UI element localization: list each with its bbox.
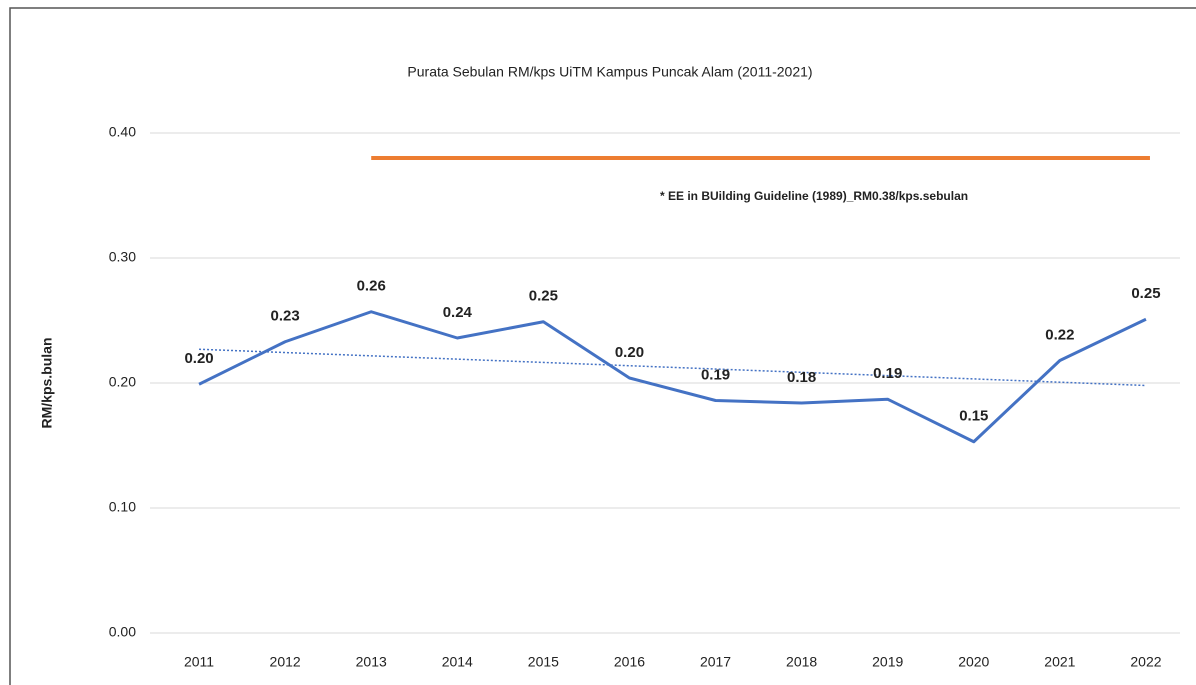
data-label: 0.18 <box>787 369 816 386</box>
x-tick-label: 2013 <box>356 654 387 670</box>
y-tick-label: 0.30 <box>109 249 136 265</box>
x-tick-label: 2018 <box>786 654 817 670</box>
x-tick-label: 2021 <box>1044 654 1075 670</box>
y-axis-label: RM/kps.bulan <box>39 337 55 428</box>
y-tick-label: 0.20 <box>109 374 136 390</box>
y-tick-label: 0.40 <box>109 124 136 140</box>
data-label: 0.26 <box>357 278 386 295</box>
data-label: 0.15 <box>959 408 988 425</box>
data-label: 0.19 <box>873 365 902 382</box>
x-tick-label: 2012 <box>270 654 301 670</box>
x-tick-label: 2014 <box>442 654 473 670</box>
data-label: 0.20 <box>615 344 644 361</box>
x-tick-label: 2016 <box>614 654 645 670</box>
chart-title: Purata Sebulan RM/kps UiTM Kampus Puncak… <box>407 64 812 80</box>
reference-label: * EE in BUilding Guideline (1989)_RM0.38… <box>660 189 968 203</box>
y-tick-label: 0.00 <box>109 624 136 640</box>
trendline <box>199 348 1146 387</box>
data-label: 0.23 <box>271 308 300 325</box>
x-tick-label: 2019 <box>872 654 903 670</box>
chart-frame <box>9 7 1196 685</box>
x-tick-label: 2022 <box>1130 654 1161 670</box>
data-line <box>198 310 1147 444</box>
data-label: 0.25 <box>529 288 558 305</box>
data-label: 0.22 <box>1045 326 1074 343</box>
x-tick-label: 2020 <box>958 654 989 670</box>
data-label: 0.20 <box>184 350 213 367</box>
data-label: 0.25 <box>1131 285 1160 302</box>
data-label: 0.24 <box>443 304 473 321</box>
y-tick-label: 0.10 <box>109 499 136 515</box>
x-tick-label: 2017 <box>700 654 731 670</box>
data-label: 0.19 <box>701 366 730 383</box>
x-tick-label: 2015 <box>528 654 559 670</box>
x-tick-label: 2011 <box>184 654 214 670</box>
